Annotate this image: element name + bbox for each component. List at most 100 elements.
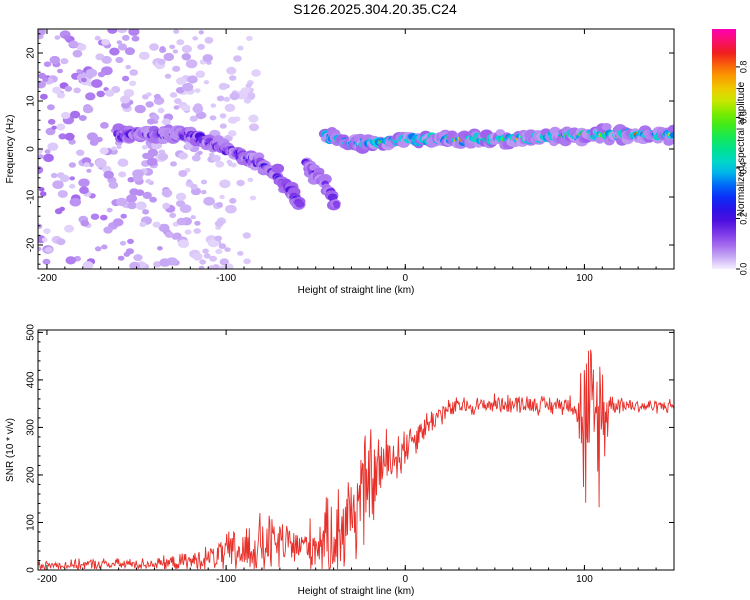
noise-cell (126, 194, 138, 203)
noise-cell (54, 35, 61, 40)
noise-cell (181, 104, 191, 112)
noise-cell (249, 195, 257, 201)
noise-cell (105, 89, 115, 97)
noise-cell (127, 177, 135, 183)
x-tick-label: 0 (402, 273, 408, 284)
y-tick-label: 10 (26, 95, 37, 107)
noise-cell (120, 213, 127, 219)
noise-cell (164, 73, 172, 79)
noise-cell (91, 79, 103, 88)
y-tick-label: -10 (26, 189, 37, 204)
noise-cell (96, 90, 105, 98)
noise-cell (38, 187, 45, 192)
noise-cell (60, 58, 69, 65)
noise-cell (229, 197, 237, 204)
noise-cell (121, 101, 131, 109)
noise-cell (179, 204, 192, 214)
noise-cell (95, 158, 107, 168)
noise-cell (65, 256, 77, 265)
chart-title: S126.2025.304.20.35.C24 (293, 1, 457, 17)
noise-cell (111, 146, 117, 151)
noise-cell (127, 201, 137, 210)
noise-cell (78, 115, 87, 121)
y-tick-label: 400 (26, 371, 37, 388)
trace-halo (667, 124, 674, 134)
y-tick-label: 20 (26, 47, 37, 59)
noise-cell (192, 104, 204, 113)
noise-cell (68, 162, 76, 168)
noise-cell (204, 36, 214, 44)
noise-cell (139, 221, 147, 227)
noise-cell (203, 253, 211, 259)
noise-cell (78, 178, 90, 187)
noise-cell (56, 238, 66, 246)
noise-cell (226, 159, 232, 164)
noise-cell (100, 214, 108, 221)
noise-cell (181, 53, 191, 61)
noise-cell (85, 92, 96, 101)
noise-cell (120, 95, 131, 104)
colorbar (712, 29, 736, 269)
noise-cell (169, 44, 176, 50)
noise-cell (57, 68, 63, 74)
noise-cell (146, 92, 152, 97)
noise-cell (47, 142, 59, 151)
colorbar-tick-label: 0.8 (738, 61, 748, 74)
noise-cell (218, 265, 227, 269)
noise-cell (237, 45, 244, 51)
noise-cell (72, 49, 83, 58)
noise-cell (129, 69, 138, 76)
noise-cell (41, 237, 48, 243)
noise-cell (70, 110, 81, 119)
noise-cell (128, 29, 140, 36)
noise-cell (157, 58, 166, 65)
noise-cell (159, 258, 171, 267)
noise-cell (99, 147, 109, 155)
noise-cell (215, 248, 223, 255)
y-axis-label: SNR (10 * v/v) (5, 418, 16, 482)
noise-cell (56, 92, 65, 99)
noise-cell (157, 107, 165, 114)
noise-cell (195, 111, 206, 120)
noise-cell (251, 69, 261, 77)
noise-cell (97, 71, 106, 78)
noise-cell (42, 77, 49, 82)
y-tick-label: 300 (26, 419, 37, 436)
noise-cell (90, 213, 100, 220)
noise-cell (142, 191, 152, 199)
y-tick-label: 100 (26, 514, 37, 531)
noise-cell (176, 77, 186, 85)
noise-cell (172, 232, 182, 240)
noise-cell (172, 65, 181, 72)
noise-cell (118, 171, 127, 178)
noise-cell (246, 35, 253, 41)
noise-cell (116, 145, 122, 149)
colorbar-tick-label: 0.2 (738, 212, 748, 225)
noise-cell (184, 142, 193, 150)
noise-cell (121, 34, 130, 41)
noise-cell (194, 220, 201, 226)
noise-cell (224, 247, 231, 253)
trace-core (333, 203, 340, 209)
noise-cell (162, 202, 171, 209)
noise-cell (202, 248, 209, 254)
noise-cell (124, 47, 135, 56)
noise-cell (215, 160, 225, 168)
noise-cell (161, 189, 173, 198)
noise-cell (64, 132, 75, 141)
noise-cell (125, 64, 131, 70)
noise-cell (190, 215, 196, 220)
noise-cell (40, 93, 48, 100)
noise-cell (218, 82, 229, 90)
noise-cell (42, 258, 51, 265)
colorbar-tick-label: 0.0 (738, 263, 748, 276)
noise-cell (56, 123, 66, 131)
noise-cell (85, 68, 98, 78)
noise-cell (195, 70, 206, 78)
noise-cell (38, 246, 42, 252)
noise-cell (198, 30, 204, 35)
noise-cell (38, 80, 46, 89)
noise-cell (202, 54, 213, 63)
colorbar-label: Normalized spectral amplitude (736, 81, 747, 216)
noise-cell (172, 49, 179, 54)
